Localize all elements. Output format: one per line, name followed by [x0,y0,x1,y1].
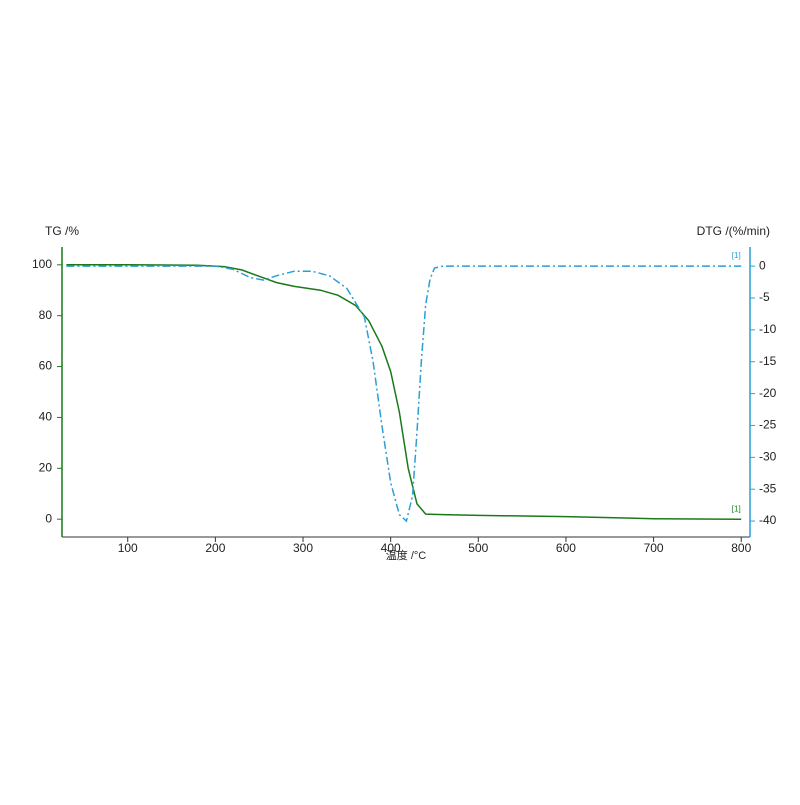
y-tick-label: 0 [45,511,52,525]
x-tick-label: 700 [644,541,664,555]
y-tick-label: 100 [32,257,52,271]
x-tick-label: 400 [381,541,401,555]
y2-tick-label: 0 [759,258,766,272]
x-tick-label: 800 [731,541,751,555]
x-tick-label: 100 [118,541,138,555]
x-tick-label: 500 [468,541,488,555]
x-tick-label: 200 [205,541,225,555]
x-tick-label: 300 [293,541,313,555]
y2-tick-label: -30 [759,450,777,464]
x-tick-label: 600 [556,541,576,555]
y2-tick-label: -10 [759,322,777,336]
series-line [66,265,742,523]
series-label: [1] [732,251,741,260]
series-line [66,264,742,520]
y-tick-label: 60 [39,359,53,373]
y2-tick-label: -40 [759,513,777,527]
series-label: [1] [732,504,741,513]
y-axis-title: TG /% [45,224,79,238]
y-tick-label: 40 [39,410,53,424]
y-tick-label: 80 [39,308,53,322]
y2-tick-label: -15 [759,354,777,368]
y-tick-label: 20 [39,460,53,474]
x-axis-title: 温度 /°C [386,548,427,562]
y2-tick-label: -35 [759,481,777,495]
y2-tick-label: -25 [759,418,777,432]
y2-axis-title: DTG /(%/min) [697,224,770,238]
y2-tick-label: -20 [759,386,777,400]
y2-tick-label: -5 [759,290,770,304]
